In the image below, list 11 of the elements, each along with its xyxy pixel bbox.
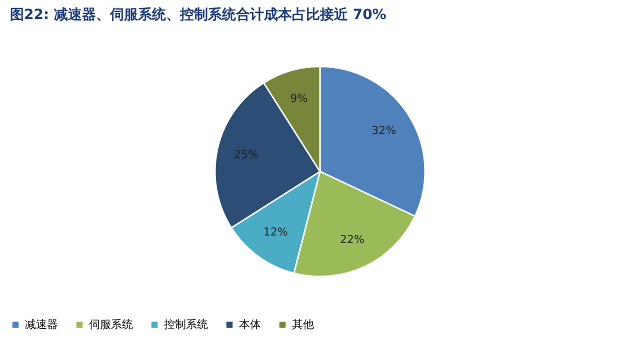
data-label: 22% (340, 232, 364, 246)
data-label: 25% (234, 148, 258, 162)
legend-label: 伺服系统 (89, 318, 133, 331)
data-label: 9% (290, 92, 308, 105)
data-label: 32% (372, 124, 396, 137)
legend-label: 控制系统 (164, 318, 208, 331)
legend-label: 减速器 (25, 318, 58, 331)
chart-title: 图22: 减速器、伺服系统、控制系统合计成本占比接近 70% (10, 6, 386, 23)
legend-label: 其他 (292, 318, 314, 331)
legend-label: 本体 (239, 318, 261, 331)
data-label: 12% (263, 226, 288, 239)
